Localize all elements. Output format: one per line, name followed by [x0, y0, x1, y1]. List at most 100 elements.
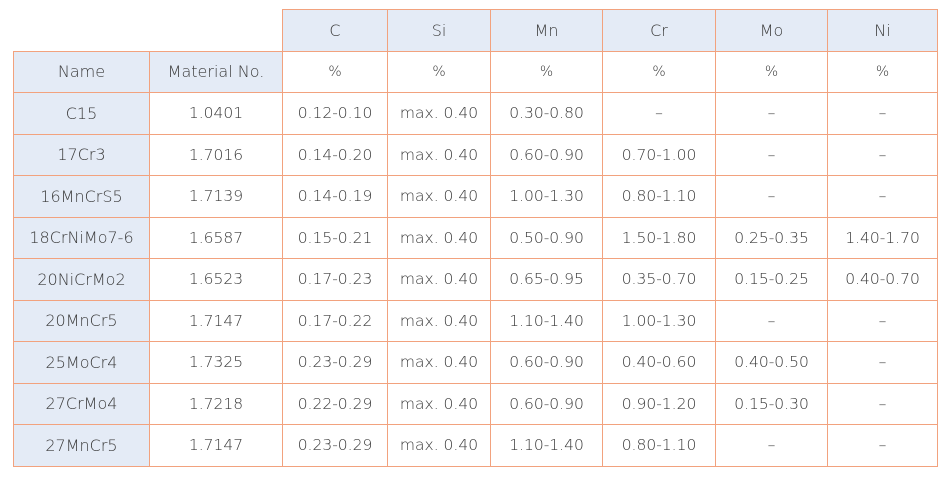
table-cell: 1.7139 [149, 175, 283, 218]
material-name: 25MoCr4 [13, 341, 150, 384]
table-cell: 0.40-0.60 [602, 341, 716, 384]
table-cell: – [827, 175, 938, 218]
material-name: 16MnCrS5 [13, 175, 150, 218]
table-cell: – [715, 92, 828, 135]
table-cell: 1.7147 [149, 424, 283, 467]
element-header: C [282, 9, 388, 52]
data-row: 20NiCrMo2 1.6523 0.17-0.23 max. 0.40 0.65-0.… [13, 258, 938, 301]
data-row: 16MnCrS5 1.7139 0.14-0.19 max. 0.40 1.00-1.3… [13, 175, 938, 218]
table-cell: max. 0.40 [387, 216, 491, 259]
element-row: C Si Mn Cr Mo Ni [14, 9, 938, 52]
table-cell: 0.15-0.21 [282, 216, 388, 259]
column-header: Material No. [149, 50, 283, 93]
data-row: 18CrNiMo7-6 1.6587 0.15-0.21 max. 0.40 0.50-… [13, 216, 938, 259]
unit-row: Name Material No.%%%%%% [13, 50, 938, 93]
data-row: C15 1.0401 0.12-0.10 max. 0.40 0.30-0.80– – – [13, 92, 938, 135]
table-cell: 1.7147 [149, 299, 283, 342]
table-cell: 0.15-0.25 [715, 258, 828, 301]
table-cell: 0.22-0.29 [282, 382, 388, 425]
table-cell: max. 0.40 [387, 424, 491, 467]
table-cell: – [827, 92, 938, 135]
table-cell: max. 0.40 [387, 299, 491, 342]
data-row: 25MoCr4 1.7325 0.23-0.29 max. 0.40 0.60-0.90… [13, 341, 938, 384]
table-cell: 0.14-0.20 [282, 133, 388, 176]
material-name: 20MnCr5 [13, 299, 150, 342]
empty-cell [14, 10, 150, 52]
table-cell: 1.10-1.40 [490, 299, 603, 342]
table-cell: – [827, 341, 938, 384]
table-cell: 1.6523 [149, 258, 283, 301]
table-cell: 0.70-1.00 [602, 133, 716, 176]
table-cell: 0.65-0.95 [490, 258, 603, 301]
table-cell: – [827, 133, 938, 176]
table-cell: max. 0.40 [387, 341, 491, 384]
unit-header: % [602, 50, 716, 93]
table-cell: – [715, 175, 828, 218]
element-header: Cr [602, 9, 716, 52]
table-cell: 0.60-0.90 [490, 341, 603, 384]
table-cell: 1.7325 [149, 341, 283, 384]
material-name: 17Cr3 [13, 133, 150, 176]
table-cell: max. 0.40 [387, 258, 491, 301]
unit-header: % [715, 50, 828, 93]
material-name: 27CrMo4 [13, 382, 150, 425]
table-cell: 0.23-0.29 [282, 424, 388, 467]
table-cell: 0.15-0.30 [715, 382, 828, 425]
table-cell: 1.50-1.80 [602, 216, 716, 259]
table-cell: 0.80-1.10 [602, 424, 716, 467]
table-cell: 1.7218 [149, 382, 283, 425]
table-cell: – [715, 424, 828, 467]
unit-header: % [490, 50, 603, 93]
table-cell: 1.6587 [149, 216, 283, 259]
table-cell: – [715, 133, 828, 176]
data-row: 27CrMo4 1.7218 0.22-0.29 max. 0.40 0.60-0.90… [13, 382, 938, 425]
table-cell: max. 0.40 [387, 175, 491, 218]
table-cell: 0.60-0.90 [490, 133, 603, 176]
table-cell: 1.10-1.40 [490, 424, 603, 467]
table-cell: 1.00-1.30 [602, 299, 716, 342]
table-cell: 1.40-1.70 [827, 216, 938, 259]
material-name: C15 [13, 92, 150, 135]
column-header: Name [13, 50, 150, 93]
table-cell: 0.12-0.10 [282, 92, 388, 135]
table-body: C Si Mn Cr Mo Ni Name Material No.%%%%%% C15 1.04… [13, 9, 938, 467]
element-header: Si [387, 9, 491, 52]
table-cell: 0.90-1.20 [602, 382, 716, 425]
table-cell: 0.50-0.90 [490, 216, 603, 259]
data-row: 20MnCr5 1.7147 0.17-0.22 max. 0.40 1.10-1.40… [13, 299, 938, 342]
empty-cell [150, 10, 283, 52]
table-cell: 0.40-0.70 [827, 258, 938, 301]
element-header: Ni [827, 9, 938, 52]
table-cell: 0.14-0.19 [282, 175, 388, 218]
data-row: 17Cr3 1.7016 0.14-0.20 max. 0.40 0.60-0.90 0.… [13, 133, 938, 176]
table-cell: – [827, 382, 938, 425]
table-cell: 0.40-0.50 [715, 341, 828, 384]
table-cell: 0.17-0.23 [282, 258, 388, 301]
table-cell: 0.60-0.90 [490, 382, 603, 425]
material-name: 20NiCrMo2 [13, 258, 150, 301]
table-cell: 0.35-0.70 [602, 258, 716, 301]
unit-header: % [387, 50, 491, 93]
table-cell: 0.17-0.22 [282, 299, 388, 342]
table-cell: 0.25-0.35 [715, 216, 828, 259]
table-cell: max. 0.40 [387, 133, 491, 176]
table-cell: – [827, 424, 938, 467]
table-cell: – [602, 92, 716, 135]
table-cell: – [827, 299, 938, 342]
table-cell: 0.80-1.10 [602, 175, 716, 218]
composition-table: C Si Mn Cr Mo Ni Name Material No.%%%%%% C15 1.04… [13, 9, 938, 467]
table-cell: – [715, 299, 828, 342]
table-cell: 0.23-0.29 [282, 341, 388, 384]
material-name: 18CrNiMo7-6 [13, 216, 150, 259]
material-name: 27MnCr5 [13, 424, 150, 467]
data-row: 27MnCr5 1.7147 0.23-0.29 max. 0.40 1.10-1.40… [13, 424, 938, 467]
unit-header: % [282, 50, 388, 93]
unit-header: % [827, 50, 938, 93]
table-cell: 1.7016 [149, 133, 283, 176]
element-header: Mo [715, 9, 828, 52]
element-header: Mn [490, 9, 603, 52]
table-cell: max. 0.40 [387, 92, 491, 135]
table-cell: max. 0.40 [387, 382, 491, 425]
table-cell: 1.00-1.30 [490, 175, 603, 218]
table-cell: 0.30-0.80 [490, 92, 603, 135]
